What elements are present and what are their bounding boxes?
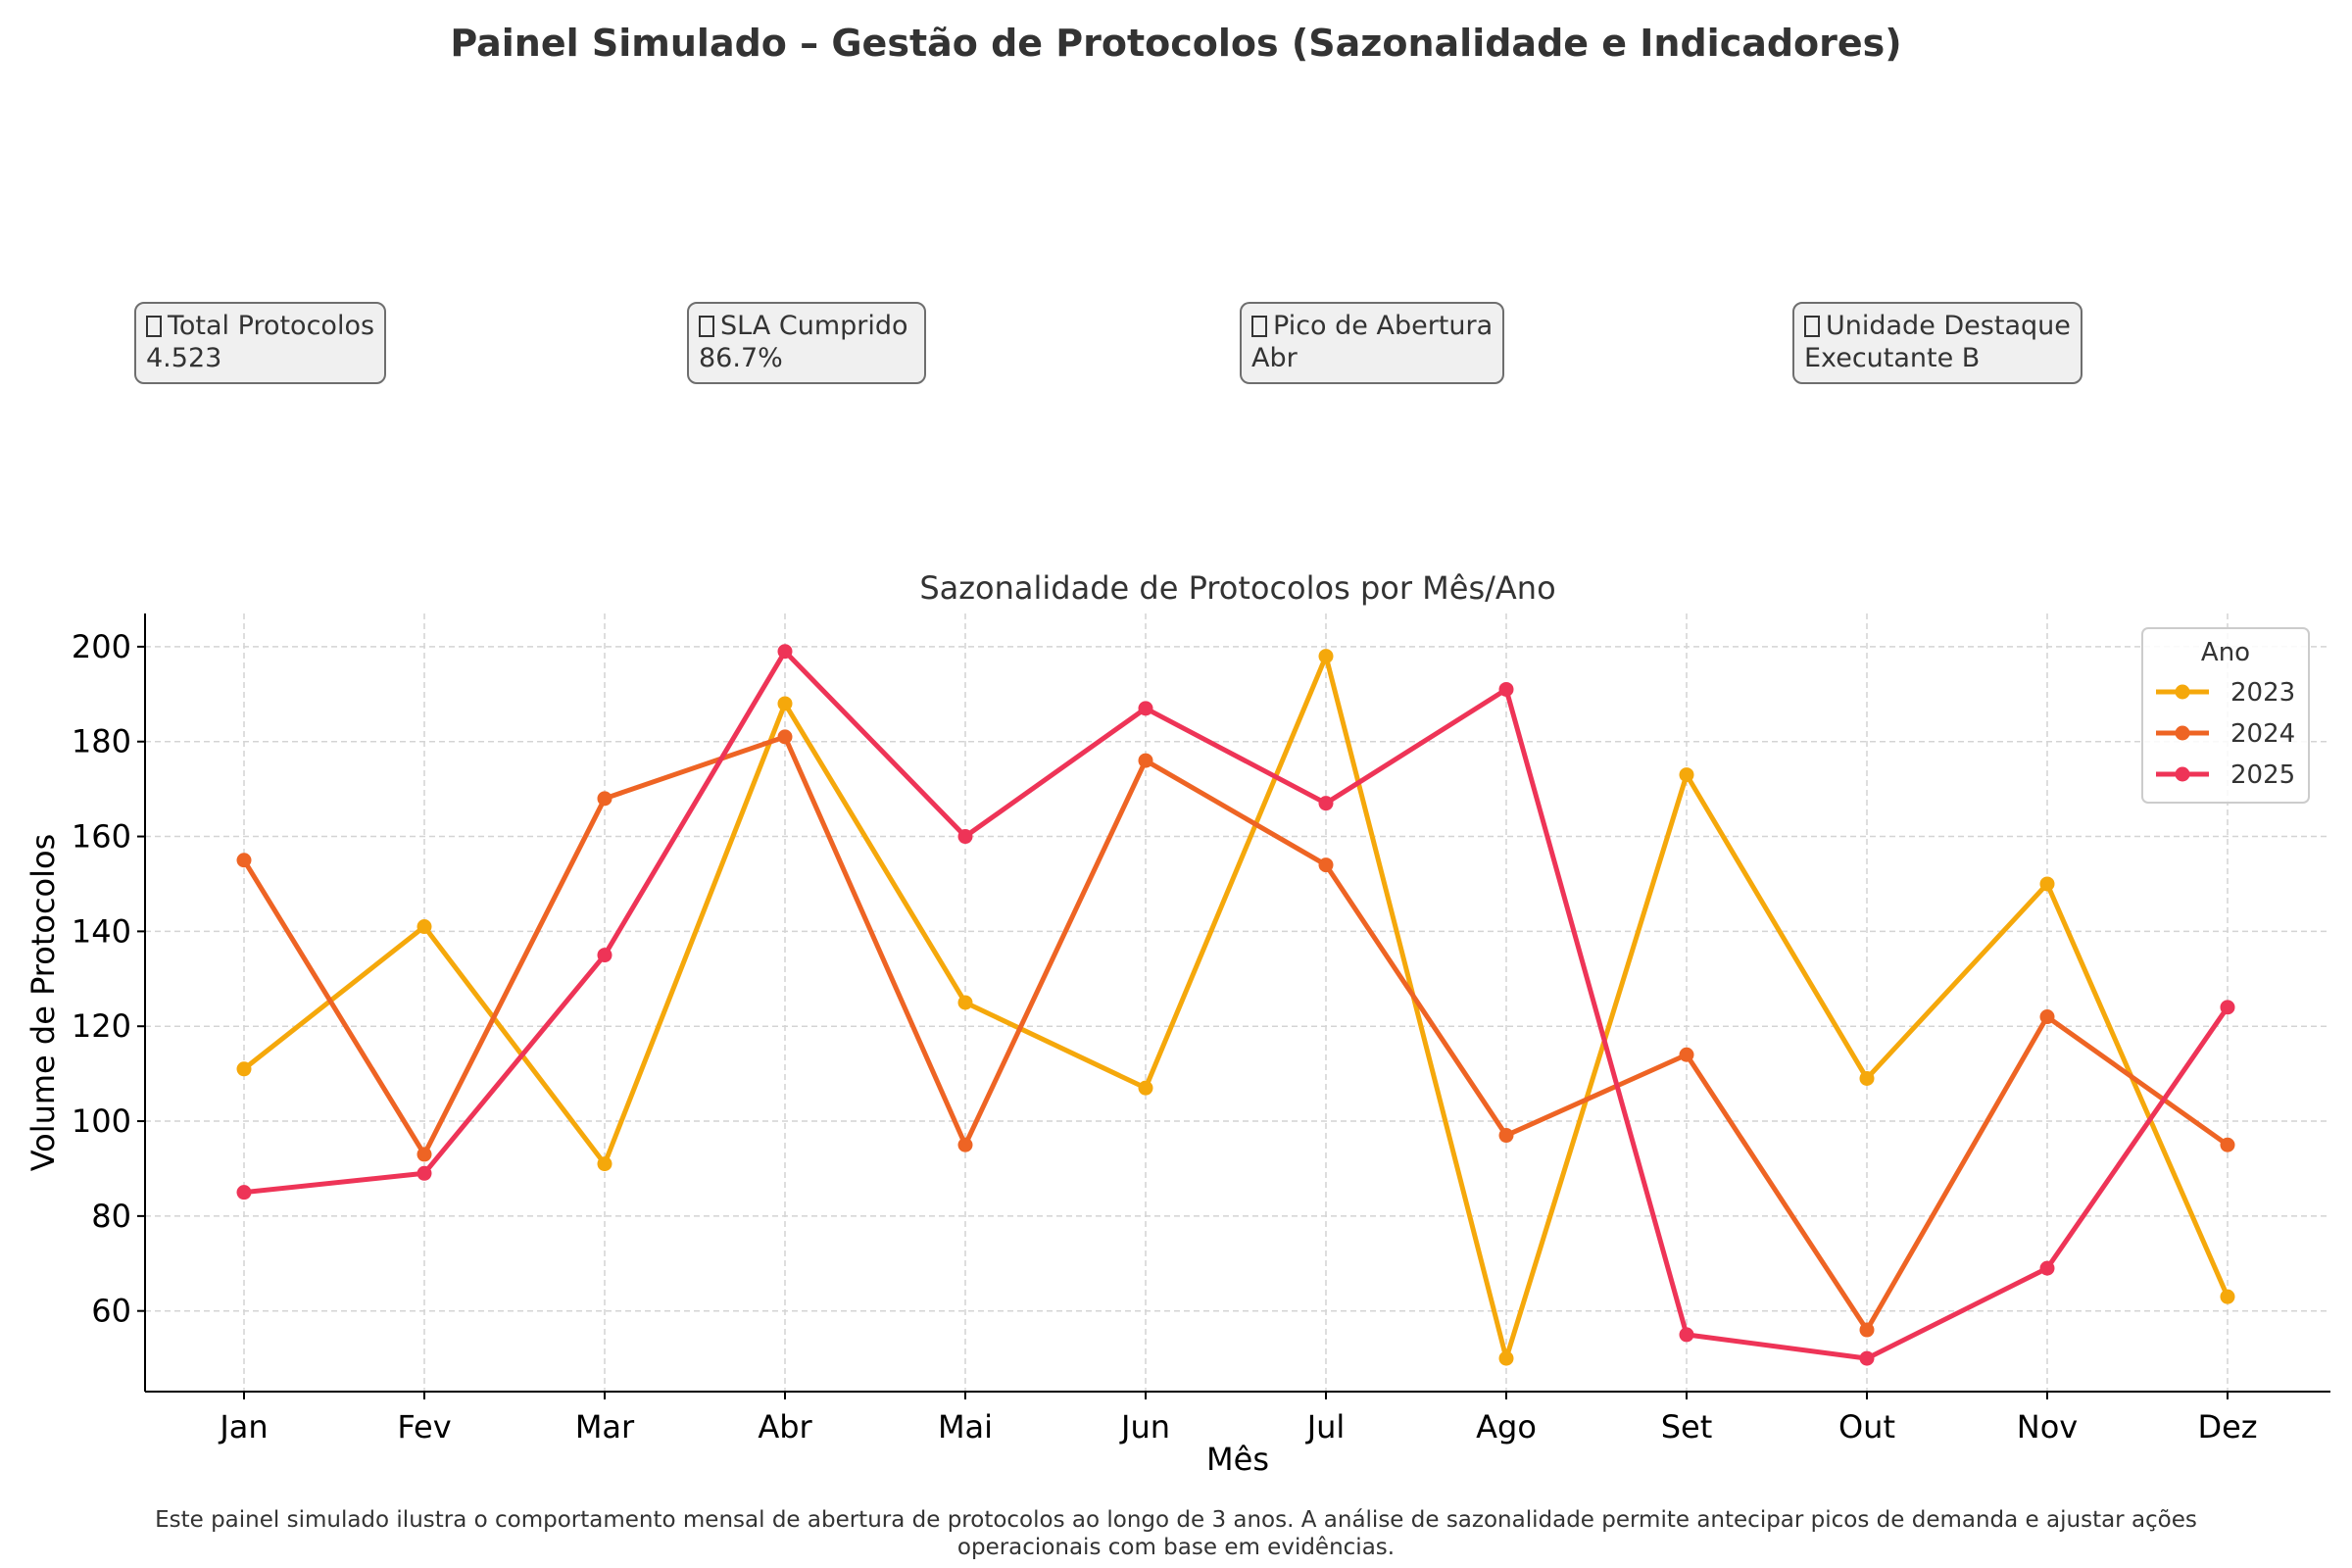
y-tick-label: 120 <box>72 1007 131 1045</box>
kpi-label: Total Protocolos <box>168 311 375 341</box>
data-point-2025 <box>2039 1260 2055 1276</box>
data-point-2023 <box>1679 767 1694 783</box>
data-point-2024 <box>2039 1009 2055 1025</box>
kpi-label: Pico de Abertura <box>1273 311 1494 341</box>
data-point-2023 <box>1498 1350 1514 1366</box>
data-point-2025 <box>777 644 793 660</box>
legend-box <box>2141 627 2310 804</box>
kpi-icon <box>1804 316 1820 337</box>
kpi-icon <box>1251 316 1267 337</box>
kpi-icon <box>699 316 714 337</box>
x-tick-label: Ago <box>1476 1408 1537 1446</box>
data-point-2025 <box>1859 1350 1875 1366</box>
kpi-icon <box>146 316 162 337</box>
x-tick-label: Mar <box>575 1408 635 1446</box>
data-point-2024 <box>1859 1322 1875 1338</box>
y-axis-label: Volume de Protocolos <box>24 834 62 1172</box>
data-point-2025 <box>2220 1000 2235 1015</box>
kpi-label: Unidade Destaque <box>1826 311 2071 341</box>
data-point-2024 <box>957 1137 973 1152</box>
data-point-2025 <box>1318 796 1334 811</box>
data-point-2024 <box>236 853 252 868</box>
kpi-card-unidade-destaque: Unidade Destaque Executante B <box>1792 302 2082 384</box>
data-point-2025 <box>236 1185 252 1200</box>
data-point-2023 <box>957 995 973 1010</box>
data-point-2024 <box>1318 858 1334 873</box>
data-point-2023 <box>597 1156 612 1172</box>
x-tick-label: Out <box>1838 1408 1895 1446</box>
x-tick-label: Jun <box>1119 1408 1170 1446</box>
x-tick-label: Fev <box>397 1408 451 1446</box>
data-point-2024 <box>597 791 612 807</box>
data-point-2023 <box>2220 1289 2235 1304</box>
x-tick-label: Jul <box>1305 1408 1346 1446</box>
series-line-2025 <box>243 649 2230 1361</box>
footer-line-2: operacionais com base em evidências. <box>956 1535 1396 1560</box>
y-tick-label: 200 <box>72 628 131 665</box>
data-point-2024 <box>1679 1047 1694 1062</box>
x-tick-label: Mai <box>938 1408 993 1446</box>
data-point-2024 <box>1498 1128 1514 1144</box>
data-point-2025 <box>1138 701 1153 716</box>
data-point-2023 <box>2039 876 2055 892</box>
data-point-2023 <box>236 1061 252 1077</box>
data-point-2025 <box>957 829 973 845</box>
x-tick-label: Jan <box>218 1408 268 1446</box>
x-tick-label: Dez <box>2197 1408 2257 1446</box>
kpi-value: Abr <box>1251 343 1298 373</box>
data-point-2024 <box>1138 753 1153 768</box>
series-line-2023 <box>242 654 2230 1361</box>
legend-marker-2023 <box>2175 684 2190 700</box>
data-point-2025 <box>597 948 612 963</box>
y-tick-label: 140 <box>72 912 131 950</box>
data-point-2023 <box>1859 1070 1875 1086</box>
data-point-2024 <box>777 729 793 745</box>
dashboard-title: Painel Simulado – Gestão de Protocolos (… <box>450 22 1902 65</box>
footer-note: Este painel simulado ilustra o comportam… <box>0 1506 2352 1561</box>
series-line-2024 <box>241 734 2230 1333</box>
x-tick-label: Nov <box>2017 1408 2078 1446</box>
data-point-2025 <box>416 1165 432 1181</box>
y-tick-label: 180 <box>72 723 131 760</box>
kpi-label: SLA Cumprido <box>720 311 908 341</box>
y-tick-label: 160 <box>72 818 131 856</box>
y-tick-label: 80 <box>91 1198 131 1235</box>
kpi-card-pico-abertura: Pico de Abertura Abr <box>1240 302 1505 384</box>
legend-title: Ano <box>2201 638 2250 667</box>
legend-label-2024: 2024 <box>2230 719 2295 749</box>
data-point-2025 <box>1498 681 1514 697</box>
data-point-2024 <box>416 1147 432 1162</box>
chart-title: Sazonalidade de Protocolos por Mês/Ano <box>919 569 1555 607</box>
x-axis-label: Mês <box>1206 1441 1269 1478</box>
x-tick-label: Abr <box>758 1408 812 1446</box>
data-point-2023 <box>1318 649 1334 664</box>
y-tick-label: 100 <box>72 1102 131 1140</box>
data-point-2023 <box>777 696 793 711</box>
footer-line-1: Este painel simulado ilustra o comportam… <box>155 1507 2197 1533</box>
data-point-2023 <box>416 919 432 935</box>
kpi-card-total-protocolos: Total Protocolos 4.523 <box>134 302 387 384</box>
data-point-2023 <box>1138 1080 1153 1096</box>
data-point-2025 <box>1679 1327 1694 1343</box>
y-tick-label: 60 <box>91 1293 131 1330</box>
kpi-card-sla-cumprido: SLA Cumprido 86.7% <box>687 302 926 384</box>
x-tick-label: Set <box>1661 1408 1713 1446</box>
legend-marker-2025 <box>2175 766 2190 782</box>
kpi-value: 4.523 <box>146 343 222 373</box>
kpi-value: Executante B <box>1804 343 1981 373</box>
data-point-2024 <box>2220 1137 2235 1152</box>
legend-label-2023: 2023 <box>2230 678 2295 708</box>
legend-marker-2024 <box>2175 725 2190 741</box>
legend-label-2025: 2025 <box>2230 760 2295 790</box>
kpi-value: 86.7% <box>699 343 783 373</box>
